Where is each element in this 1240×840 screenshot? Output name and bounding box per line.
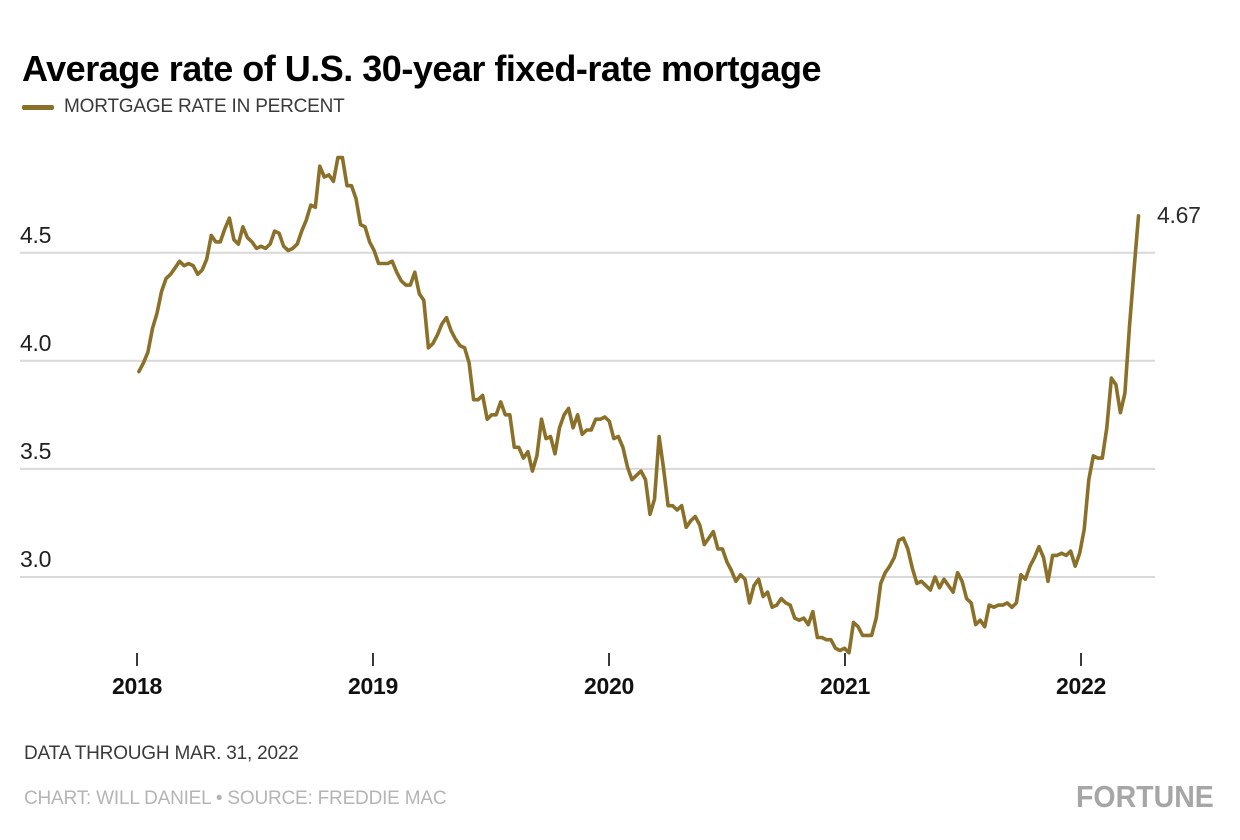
y-axis-label: 3.0 — [20, 546, 52, 572]
footer-credit-line: CHART: WILL DANIEL • SOURCE: FREDDIE MAC — [24, 788, 447, 809]
x-axis-label: 2019 — [348, 673, 398, 699]
y-axis-label: 4.0 — [20, 329, 52, 356]
end-value-annotation: 4.67 — [1157, 202, 1201, 228]
y-axis-label: 3.5 — [20, 437, 52, 464]
x-axis-label: 2020 — [584, 673, 634, 699]
chart-legend: MORTGAGE RATE IN PERCENT — [22, 96, 345, 118]
page-title: Average rate of U.S. 30-year fixed-rate … — [22, 48, 821, 90]
legend-line-swatch-icon — [22, 104, 54, 110]
mortgage-rate-line — [137, 155, 1141, 655]
y-axis-label: 4.5 — [20, 221, 52, 248]
x-axis-label: 2022 — [1056, 673, 1106, 699]
fortune-logo: FORTUNE — [1076, 779, 1214, 814]
footer-data-note: DATA THROUGH MAR. 31, 2022 — [24, 743, 299, 764]
x-axis-label: 2018 — [112, 673, 162, 699]
x-axis-label: 2021 — [820, 673, 870, 699]
legend-label: MORTGAGE RATE IN PERCENT — [64, 96, 345, 117]
